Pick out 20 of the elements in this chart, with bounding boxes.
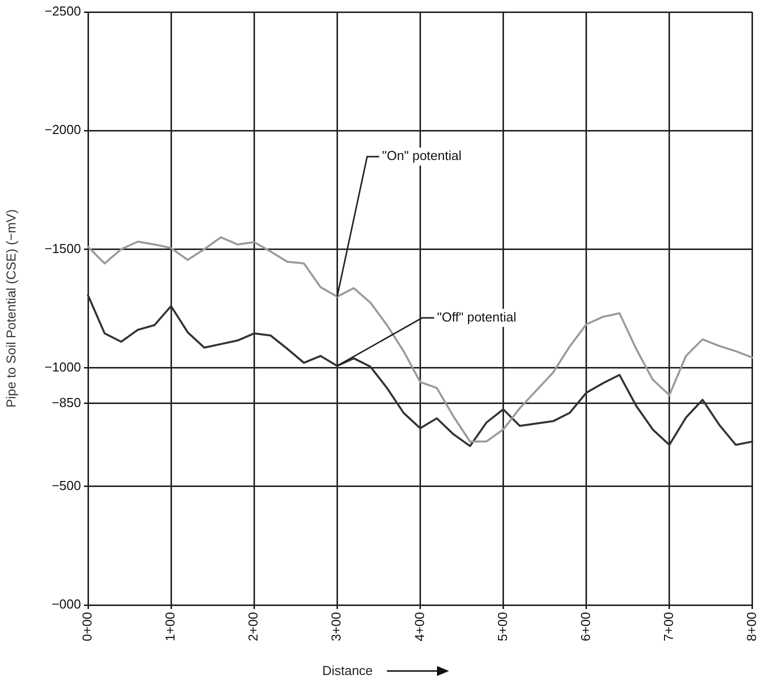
x-tick-label: 6+00 bbox=[578, 612, 593, 642]
y-tick-label: −2000 bbox=[44, 122, 81, 138]
y-tick-label: −1000 bbox=[44, 359, 81, 374]
x-tick-label: 2+00 bbox=[246, 612, 261, 642]
x-tick-label: 8+00 bbox=[744, 612, 759, 642]
x-tick-label: 1+00 bbox=[162, 612, 178, 642]
annotation: "Off" potential bbox=[437, 309, 516, 324]
y-tick-label: −000 bbox=[52, 596, 81, 612]
x-tick-label: 5+00 bbox=[494, 612, 510, 642]
x-tick-label: 7+00 bbox=[660, 612, 676, 642]
x-tick-label: 0+00 bbox=[80, 612, 95, 642]
y-tick-label: −850 bbox=[52, 394, 81, 410]
y-tick-label: −1500 bbox=[44, 240, 81, 256]
annotation: "On" potential bbox=[382, 148, 462, 164]
x-axis-title: Distance bbox=[322, 663, 373, 678]
x-tick-label: 4+00 bbox=[412, 612, 427, 642]
y-tick-label: −500 bbox=[52, 478, 81, 493]
x-tick-label: 3+00 bbox=[328, 612, 344, 642]
y-axis-title: Pipe to Soil Potential (CSE) (−mV) bbox=[3, 209, 18, 408]
y-tick-label: −2500 bbox=[44, 4, 81, 19]
